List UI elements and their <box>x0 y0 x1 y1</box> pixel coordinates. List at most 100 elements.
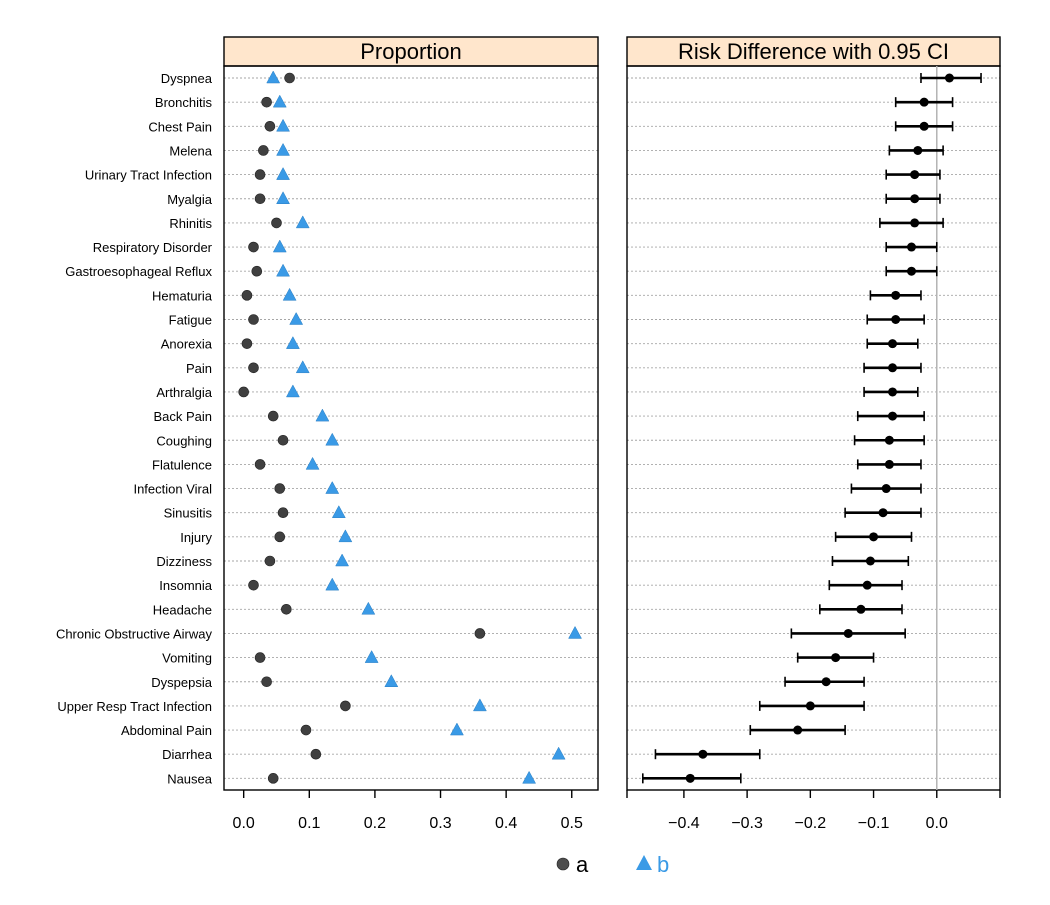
series-a-point <box>267 410 279 422</box>
category-label: Myalgia <box>167 192 213 207</box>
risk-diff-estimate-point <box>881 484 891 494</box>
risk-diff-estimate-point <box>891 315 901 324</box>
risk-diff-x-tick-label: −0.4 <box>668 815 700 832</box>
series-a-point <box>267 773 279 784</box>
series-a-point <box>281 603 292 615</box>
series-b-point <box>551 746 566 760</box>
proportion-x-tick-label: 0.4 <box>495 815 517 832</box>
series-b-point <box>276 118 290 132</box>
risk-diff-plot-frame <box>626 65 1001 791</box>
risk-diff-estimate-point <box>869 532 879 542</box>
series-b-point <box>272 239 287 253</box>
risk-diff-estimate-point <box>831 653 841 663</box>
series-a-point <box>277 434 289 446</box>
risk-diff-estimate-point <box>843 628 853 638</box>
category-label: Dizziness <box>156 554 212 569</box>
category-label: Nausea <box>167 771 213 786</box>
series-a-point <box>261 96 272 108</box>
risk-diff-estimate-point <box>888 411 898 421</box>
category-label: Insomnia <box>159 578 213 593</box>
series-a-point <box>340 700 351 712</box>
category-label: Hematuria <box>152 288 213 303</box>
category-label: Pain <box>186 361 212 376</box>
series-b-point <box>335 553 350 567</box>
series-b-point <box>325 432 340 446</box>
series-b-point <box>364 650 379 663</box>
category-label: Melena <box>169 143 212 158</box>
series-b-point <box>272 94 287 108</box>
series-a-point <box>254 459 266 470</box>
category-label: Back Pain <box>153 409 212 424</box>
category-label: Chest Pain <box>148 119 212 134</box>
legend-a-label: a <box>576 852 589 877</box>
series-a-point <box>254 652 266 663</box>
series-b-point <box>276 167 290 180</box>
risk-diff-estimate-point <box>891 290 901 300</box>
category-label: Chronic Obstructive Airway <box>56 626 213 641</box>
category-label: Abdominal Pain <box>121 723 212 738</box>
risk-diff-estimate-point <box>888 387 898 397</box>
series-b-point <box>282 287 297 301</box>
proportion-x-tick-label: 0.3 <box>429 815 451 832</box>
category-label: Injury <box>180 530 212 545</box>
series-a-point <box>254 193 266 205</box>
risk-diff-estimate-point <box>805 701 815 711</box>
risk-diff-estimate-point <box>910 218 920 228</box>
proportion-x-tick-label: 0.5 <box>561 815 583 832</box>
series-a-point <box>241 290 253 301</box>
category-label: Headache <box>153 602 212 617</box>
series-b-point <box>361 601 376 615</box>
series-a-point <box>241 338 253 349</box>
risk-diff-estimate-point <box>884 435 894 445</box>
legend-b-marker <box>636 855 652 870</box>
series-b-point <box>338 529 353 543</box>
risk-diff-estimate-point <box>884 459 894 469</box>
series-a-point <box>300 724 312 736</box>
risk-diff-estimate-point <box>910 170 920 180</box>
series-a-point <box>310 748 322 760</box>
series-b-point <box>472 698 487 712</box>
series-a-point <box>248 362 259 374</box>
category-label: Dyspnea <box>161 71 213 86</box>
risk-diff-estimate-point <box>906 266 916 276</box>
series-a-point <box>254 169 266 180</box>
category-label: Respiratory Disorder <box>93 240 213 255</box>
risk-diff-estimate-point <box>906 242 916 252</box>
series-b-point <box>295 215 310 229</box>
series-a-point <box>274 531 286 543</box>
category-label: Coughing <box>156 433 212 448</box>
series-a-point <box>264 121 276 132</box>
risk-diff-estimate-point <box>919 97 929 107</box>
series-b-point <box>266 70 281 84</box>
risk-diff-estimate-point <box>919 121 929 131</box>
series-b-point <box>276 191 290 204</box>
category-label: Upper Resp Tract Infection <box>57 699 212 714</box>
category-label: Sinusitis <box>164 506 213 521</box>
series-a-point <box>284 72 295 84</box>
risk-diff-x-tick-label: 0.0 <box>926 815 948 832</box>
series-a-point <box>248 314 259 325</box>
category-label: Fatigue <box>169 313 212 328</box>
proportion-x-tick-label: 0.0 <box>233 815 255 832</box>
category-label: Bronchitis <box>155 95 213 110</box>
series-b-point <box>522 770 537 784</box>
risk-diff-x-tick-label: −0.2 <box>795 815 827 832</box>
category-label: Infection Viral <box>133 482 212 497</box>
risk-diff-estimate-point <box>862 580 872 590</box>
risk-diff-estimate-point <box>793 725 803 735</box>
series-a-point <box>238 386 249 398</box>
series-b-point <box>331 505 346 518</box>
legend-b-label: b <box>657 852 669 877</box>
series-b-point <box>276 142 290 156</box>
category-label: Anorexia <box>161 337 213 352</box>
category-label: Rhinitis <box>169 216 212 231</box>
series-a-point <box>258 145 269 156</box>
series-b-point <box>450 722 464 736</box>
series-a-point <box>264 555 276 567</box>
series-a-point <box>271 217 282 229</box>
legend-a-marker <box>556 857 570 871</box>
category-label: Vomiting <box>162 651 212 666</box>
category-label: Flatulence <box>152 457 212 472</box>
